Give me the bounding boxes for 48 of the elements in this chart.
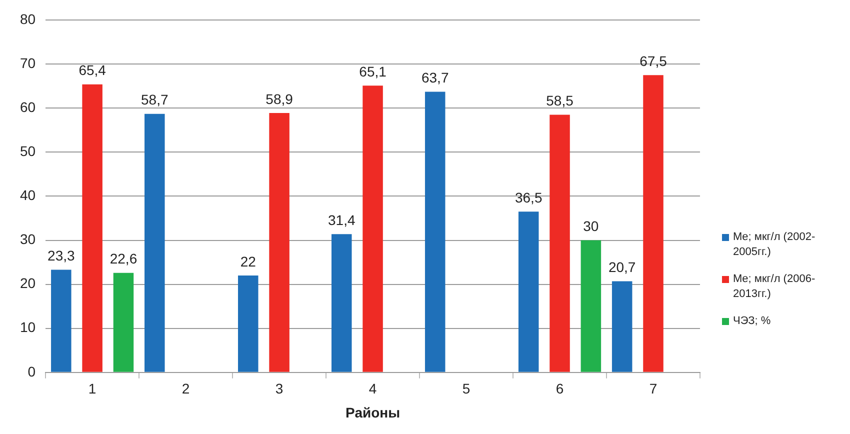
x-tick-label: 4 <box>368 380 377 397</box>
bar <box>238 275 258 372</box>
y-tick-label: 70 <box>20 54 36 71</box>
x-tick-label: 6 <box>556 380 564 397</box>
data-label: 20,7 <box>608 259 636 276</box>
x-axis-title: Районы <box>346 404 400 420</box>
data-label: 63,7 <box>421 70 449 86</box>
bar <box>643 75 664 372</box>
y-tick-label: 40 <box>20 187 36 204</box>
bar <box>51 270 72 372</box>
bar <box>362 86 383 372</box>
y-tick-label: 80 <box>20 10 36 27</box>
data-label: 31,4 <box>328 212 356 228</box>
y-tick-label: 20 <box>20 275 36 292</box>
data-label: 36,5 <box>514 189 542 206</box>
data-label: 58,7 <box>141 92 168 108</box>
bar <box>82 84 102 372</box>
x-tick-label: 5 <box>462 380 470 397</box>
bar <box>424 92 446 372</box>
bar <box>113 272 134 372</box>
y-tick-label: 30 <box>20 231 36 248</box>
legend-label: Me; мкг/л (2002-2005гг.) <box>733 230 816 260</box>
bar <box>144 114 165 372</box>
data-label: 22 <box>240 253 256 270</box>
y-tick-label: 0 <box>28 363 36 380</box>
x-tick-label: 1 <box>88 380 96 397</box>
x-tick-label: 7 <box>649 380 658 397</box>
bar <box>550 114 570 372</box>
data-label: 30 <box>583 218 599 234</box>
data-label: 23,3 <box>48 248 75 264</box>
bar <box>518 212 539 372</box>
bar <box>612 281 632 372</box>
data-label: 58,9 <box>266 90 294 107</box>
bar <box>331 234 352 372</box>
y-tick-label: 10 <box>20 319 36 336</box>
legend-label: ЧЭЗ; % <box>733 314 771 329</box>
data-label: 65,4 <box>78 62 106 78</box>
data-label: 67,5 <box>640 52 668 69</box>
y-tick-label: 60 <box>20 98 36 115</box>
bar <box>269 112 290 372</box>
data-label: 65,1 <box>359 63 387 80</box>
data-label: 58,5 <box>546 92 574 109</box>
x-tick-label: 3 <box>275 380 284 397</box>
data-label: 22,6 <box>110 250 138 267</box>
legend-label: Me; мкг/л (2006-2013гг.) <box>733 272 816 302</box>
x-tick-label: 2 <box>182 380 190 397</box>
y-tick-label: 50 <box>20 143 36 160</box>
bar <box>580 240 602 372</box>
